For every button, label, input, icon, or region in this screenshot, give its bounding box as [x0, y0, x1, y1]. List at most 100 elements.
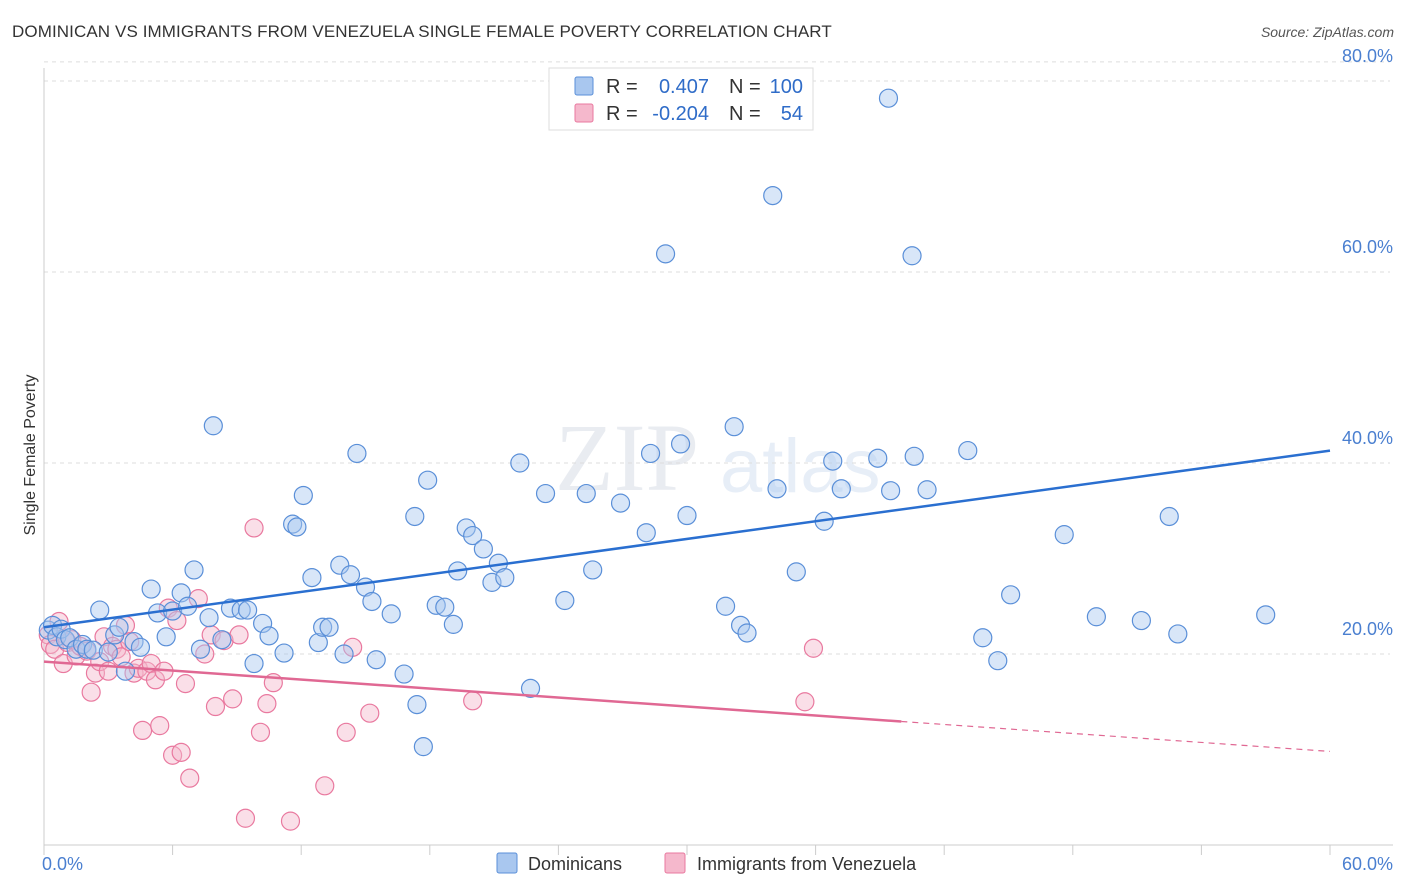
dominican-point — [463, 525, 483, 546]
grid: 20.0% 40.0% 60.0% 80.0% — [44, 46, 1393, 655]
dominican-point — [767, 479, 787, 499]
dominican-point — [407, 695, 427, 715]
dominican-point — [156, 627, 176, 647]
dominican-point — [583, 560, 603, 580]
dominican-point — [1054, 525, 1074, 545]
venezuela-point — [132, 720, 153, 741]
venezuela-point — [150, 716, 170, 736]
dominican-point — [293, 485, 313, 506]
dominican-point — [340, 565, 361, 585]
dominican-point — [203, 416, 223, 436]
chart-title: DOMINICAN VS IMMIGRANTS FROM VENEZUELA S… — [12, 22, 832, 41]
venezuela-point — [223, 689, 243, 709]
dominican-point — [308, 632, 328, 653]
dominican-point — [1131, 610, 1151, 631]
dominican-point — [881, 481, 901, 501]
dominican-point — [988, 651, 1008, 671]
dominican-point — [823, 451, 843, 471]
venezuela-point — [803, 638, 824, 658]
y-tick-label: 40.0% — [1342, 428, 1393, 448]
venezuela-point — [188, 589, 208, 609]
dominican-point — [259, 626, 279, 646]
dominican-point — [381, 604, 401, 624]
dominican-point — [737, 623, 757, 643]
series-legend-label-venezuela: Immigrants from Venezuela — [697, 854, 917, 874]
axes — [43, 68, 1393, 855]
dominican-point — [83, 640, 103, 660]
dominican-point — [319, 617, 339, 637]
legend-swatch-pink — [574, 103, 594, 123]
series-legend-swatch-dominicans — [496, 852, 518, 874]
venezuela-point — [175, 674, 196, 694]
dominican-point — [576, 483, 596, 504]
dominican-point — [244, 653, 264, 674]
dominican-point — [362, 591, 382, 612]
venezuela-point — [81, 682, 101, 702]
dominican-point — [130, 637, 151, 657]
dominican-point — [973, 628, 993, 648]
dominican-point — [1256, 605, 1276, 625]
dominican-point — [109, 617, 129, 637]
x-tick-label-start: 0.0% — [42, 854, 83, 874]
dominican-point — [917, 480, 937, 500]
y-axis-label: Single Female Poverty — [22, 375, 39, 536]
series-legend-label-dominicans: Dominicans — [528, 854, 622, 874]
legend-swatch-blue — [574, 76, 594, 96]
dominican-point — [904, 446, 924, 466]
dominican-point — [670, 434, 691, 454]
dominican-point — [1086, 607, 1106, 627]
dominican-point — [636, 523, 656, 543]
venezuela-point — [463, 691, 483, 711]
dominican-point — [212, 630, 232, 650]
legend-r-value-2: -0.204 — [652, 103, 709, 125]
venezuela-point — [167, 610, 187, 631]
dominican-point — [610, 493, 631, 513]
dominican-point — [90, 600, 110, 620]
dominican-point — [330, 555, 350, 575]
dominican-point — [115, 661, 136, 681]
legend-n-label-1: N = — [729, 76, 761, 98]
venezuela-point — [280, 811, 301, 831]
dominican-point — [253, 613, 273, 634]
dominican-point — [786, 562, 806, 582]
dominican-point — [313, 617, 333, 637]
dominican-point — [238, 600, 258, 620]
dominican-point — [482, 572, 502, 592]
dominican-point — [1159, 506, 1179, 527]
dominican-point — [724, 417, 744, 437]
venezuela-trend-line-extension — [901, 720, 1331, 753]
trend-lines — [43, 449, 1331, 753]
x-tick-label-end: 60.0% — [1342, 854, 1393, 874]
dominican-point — [715, 596, 736, 616]
dominican-point — [655, 244, 676, 264]
dominican-point — [366, 650, 386, 670]
venezuela-point — [171, 742, 191, 762]
venezuela-point — [205, 696, 226, 717]
dominican-point — [287, 517, 307, 537]
watermark: ZIP atlas — [555, 404, 881, 511]
dominican-point — [902, 246, 922, 266]
y-tick-label: 60.0% — [1342, 237, 1393, 257]
dominican-point — [141, 579, 161, 599]
dominican-point — [443, 614, 463, 634]
dominican-point — [555, 590, 575, 611]
venezuela-point — [229, 625, 249, 645]
y-tick-label: 80.0% — [1342, 46, 1393, 66]
venezuela-point — [360, 703, 380, 723]
dominican-point — [878, 88, 899, 108]
venezuela-point — [336, 722, 356, 742]
dominican-point — [520, 678, 541, 698]
series-legend-swatch-venezuela — [664, 852, 686, 874]
legend-n-value-1: 100 — [770, 76, 803, 98]
dominican-point — [274, 643, 294, 663]
watermark-atlas: atlas — [720, 424, 881, 509]
venezuela-point — [257, 694, 277, 714]
dominican-point — [510, 453, 530, 473]
dominican-point — [334, 644, 354, 664]
dominican-point — [677, 505, 697, 526]
dominican-point — [1168, 624, 1188, 644]
venezuela-point — [180, 768, 200, 788]
dominican-point — [1001, 585, 1021, 605]
dominican-point — [435, 597, 455, 617]
